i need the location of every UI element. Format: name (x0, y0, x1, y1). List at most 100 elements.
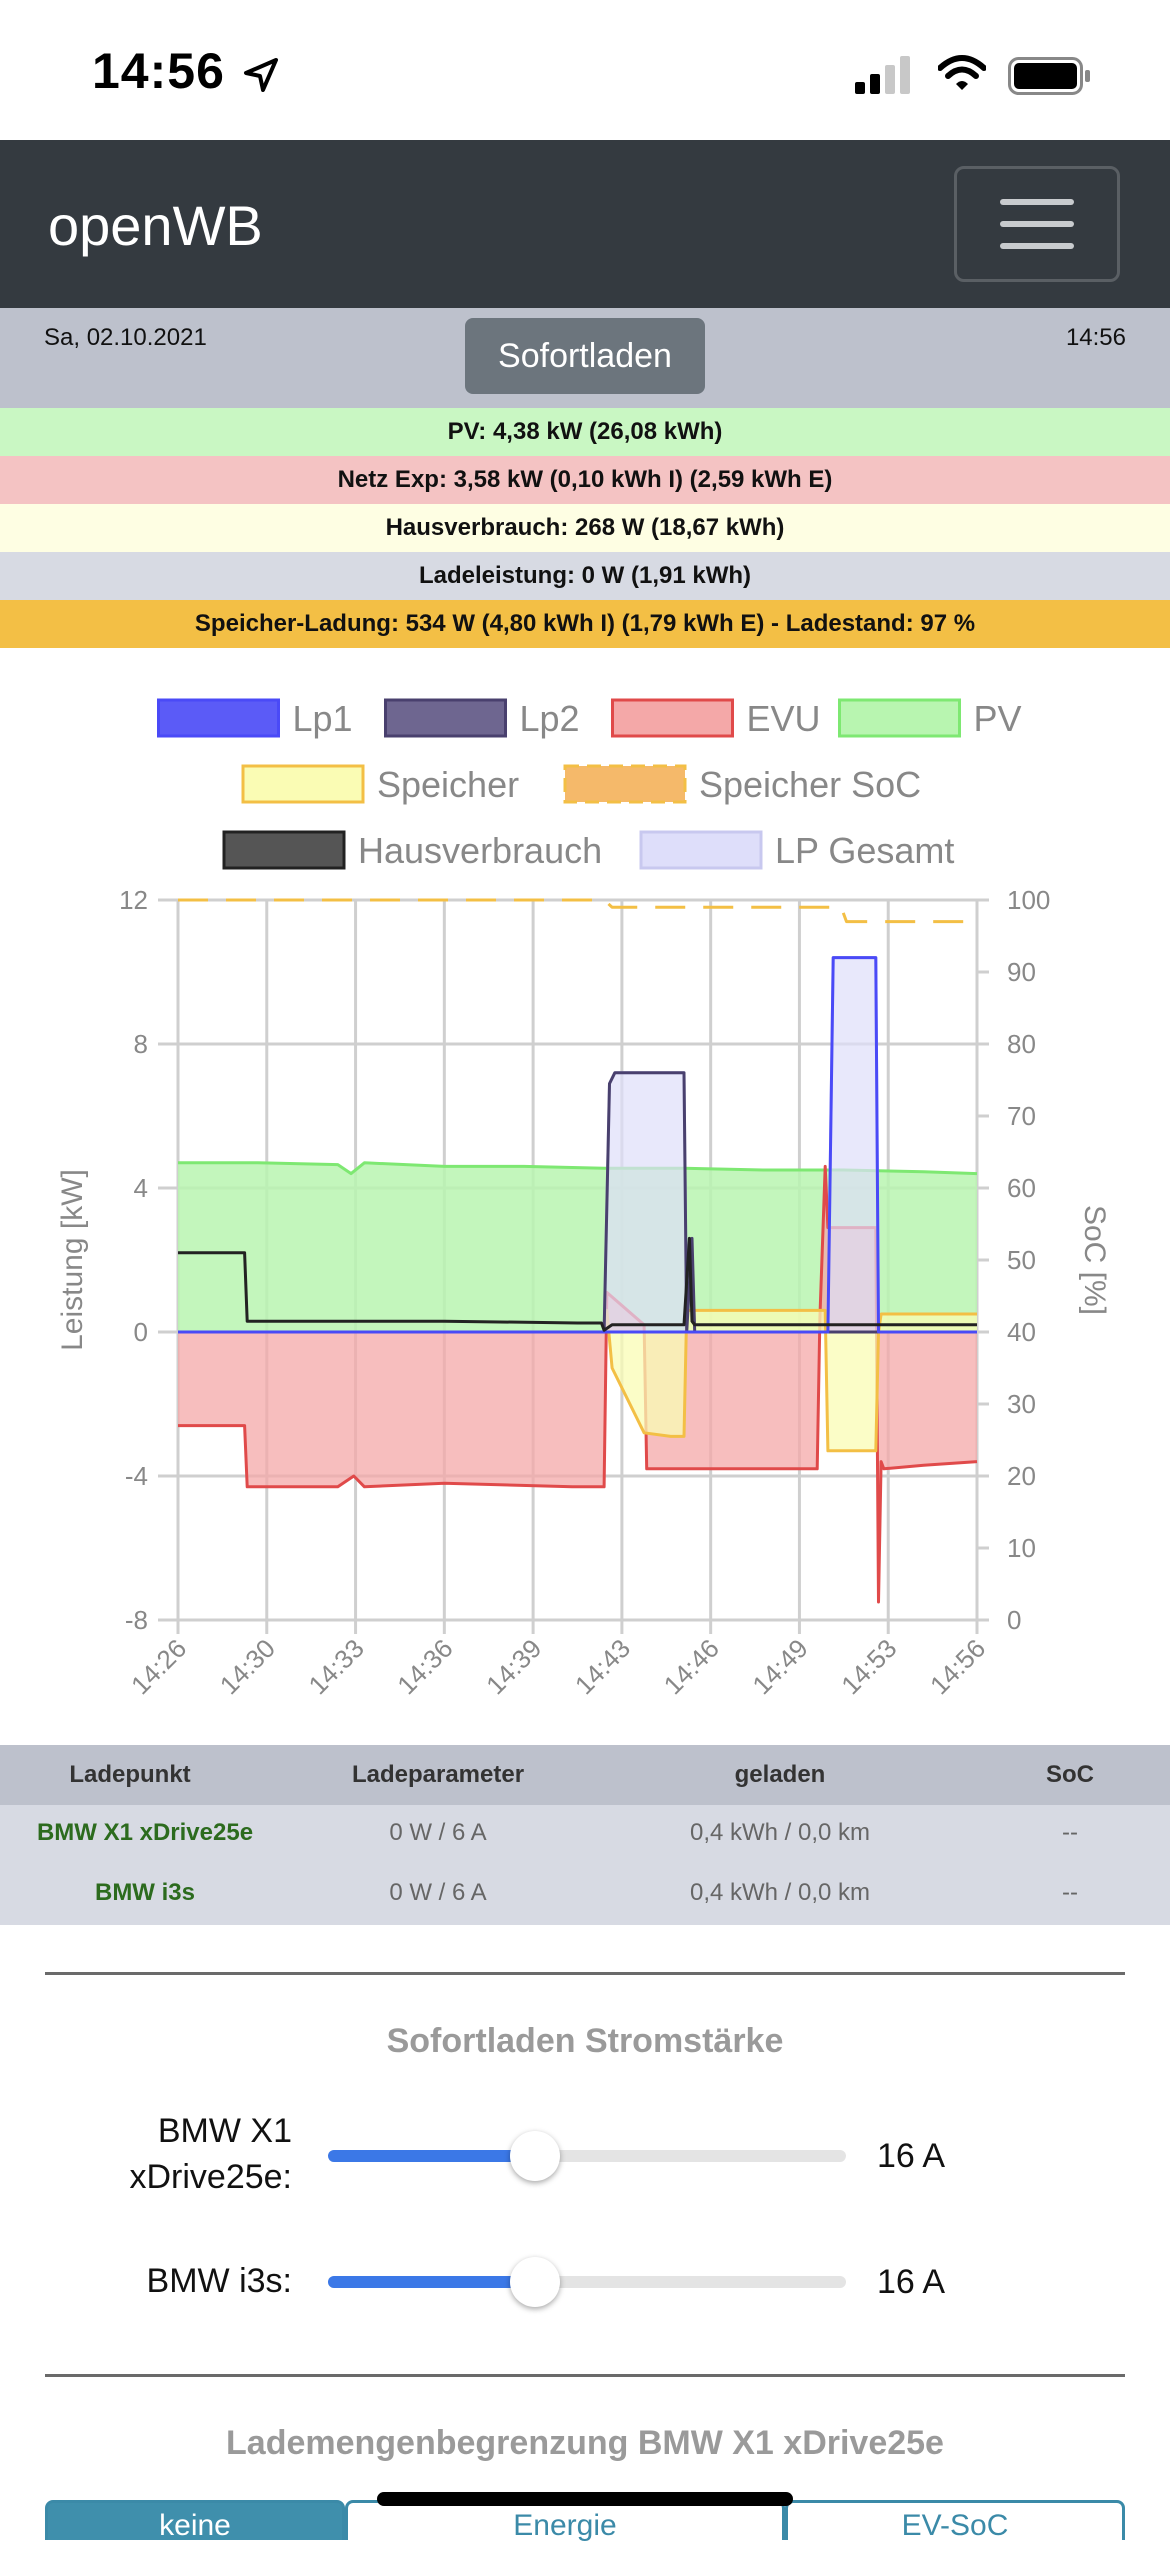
y-tick-label-right: 100 (1007, 885, 1050, 915)
legend-swatch (241, 764, 365, 804)
slider-fill (328, 2276, 536, 2288)
legend-label: Hausverbrauch (358, 830, 602, 871)
y-tick-label-right: 60 (1007, 1173, 1036, 1203)
cellular-signal-icon (855, 56, 910, 94)
status-time: 14:56 (92, 43, 225, 99)
y-tick-label-right: 80 (1007, 1029, 1036, 1059)
house-consumption-info: Hausverbrauch: 268 W (18,67 kWh) (0, 504, 1170, 552)
x-tick-label: 14:33 (303, 1633, 370, 1700)
tab-keine[interactable]: keine (45, 2500, 345, 2542)
power-chart: Lp1 Lp2 EVU PV Speicher Speicher SoC Hausverbr… (0, 650, 1170, 1740)
slider-label-bmw-x1: BMW X1 xDrive25e: (60, 2108, 292, 2200)
legend-swatch (639, 830, 763, 870)
table-body: BMW X1 xDrive25e 0 W / 6 A 0,4 kWh / 0,0… (0, 1805, 1170, 1925)
legend-swatch (157, 698, 280, 738)
series-line-speicher-soc (178, 898, 977, 924)
row-ladeparameter: 0 W / 6 A (389, 1819, 487, 1846)
legend-label: Lp1 (293, 698, 353, 739)
y-axis-title-right: SoC [%] (1078, 1205, 1111, 1315)
sofortladen-title: Sofortladen Stromstärke (386, 2022, 784, 2060)
legend-swatch (838, 698, 961, 738)
y-tick-label-right: 10 (1007, 1533, 1036, 1563)
series-area-evu (178, 1166, 977, 1602)
row-ladeparameter: 0 W / 6 A (389, 1879, 487, 1906)
y-tick-label-left: 0 (134, 1317, 148, 1347)
y-tick-label-right: 40 (1007, 1317, 1036, 1347)
legend-label: LP Gesamt (775, 830, 954, 871)
series-line-lp2 (178, 1071, 977, 1334)
info-header: Sa, 02.10.2021 Sofortladen 14:56 (0, 308, 1170, 408)
x-tick-label: 14:39 (480, 1633, 547, 1700)
home-indicator (377, 2492, 793, 2506)
pv-info: PV: 4,38 kW (26,08 kWh) (0, 408, 1170, 456)
series-line-lp1 (178, 956, 977, 1334)
y-tick-label-right: 20 (1007, 1461, 1036, 1491)
row-soc: -- (1062, 1819, 1078, 1846)
current-time: 14:56 (1065, 324, 1126, 351)
tab-ev-soc[interactable]: EV-SoC (785, 2500, 1125, 2542)
legend-label: Lp2 (520, 698, 580, 739)
lademengen-title: Lademengenbegrenzung BMW X1 xDrive25e (226, 2424, 944, 2462)
legend-swatch (611, 698, 734, 738)
current-date: Sa, 02.10.2021 (44, 324, 207, 351)
limit-mode-tabs: keine Energie EV-SoC (45, 2500, 1125, 2542)
x-tick-label: 14:49 (746, 1633, 813, 1700)
slider-value-bmw-x1: 16 A (877, 2137, 946, 2175)
col-header-soc: SoC (1046, 1761, 1094, 1788)
x-tick-label: 14:30 (214, 1633, 281, 1700)
y-tick-label-left: 8 (134, 1029, 148, 1059)
y-tick-label-left: -4 (125, 1461, 148, 1491)
power-chart-svg: Lp1 Lp2 EVU PV Speicher Speicher SoC Hausverbr… (56, 698, 1111, 1700)
row-ladepunkt[interactable]: BMW X1 xDrive25e (36, 1819, 254, 1846)
series-line-hausverbrauch (178, 1236, 977, 1332)
wifi-icon (938, 55, 986, 90)
y-tick-label-right: 0 (1007, 1605, 1021, 1635)
brand-logo[interactable]: openWB (48, 194, 263, 257)
x-tick-label: 14:46 (658, 1633, 725, 1700)
legend-swatch (563, 764, 687, 804)
series-line-evu (178, 1164, 978, 1604)
x-tick-label: 14:26 (125, 1633, 192, 1700)
row-ladepunkt[interactable]: BMW i3s (94, 1879, 195, 1906)
legend-swatch (222, 830, 346, 870)
col-header-geladen: geladen (734, 1761, 826, 1788)
row-geladen: 0,4 kWh / 0,0 km (689, 1879, 871, 1906)
legend-label: EVU (747, 698, 821, 739)
battery-icon (1008, 57, 1090, 95)
divider (45, 2374, 1125, 2377)
y-tick-label-left: 12 (119, 885, 148, 915)
legend-label: Speicher SoC (699, 764, 921, 805)
current-slider-bmw-x1[interactable] (328, 2150, 846, 2162)
y-axis-title-left: Leistung [kW] (56, 1169, 89, 1351)
y-tick-label-left: -8 (125, 1605, 148, 1635)
col-header-ladepunkt: Ladepunkt (69, 1761, 191, 1788)
table-header: Ladepunkt Ladeparameter geladen SoC (0, 1745, 1170, 1805)
y-tick-label-right: 70 (1007, 1101, 1036, 1131)
x-tick-label: 14:56 (924, 1633, 991, 1700)
current-slider-bmw-i3s[interactable] (328, 2276, 846, 2288)
y-tick-label-right: 50 (1007, 1245, 1036, 1275)
y-tick-label-left: 4 (134, 1173, 148, 1203)
series-area-pv (178, 1162, 977, 1332)
y-tick-label-right: 90 (1007, 957, 1036, 987)
legend-swatch (384, 698, 507, 738)
location-arrow-icon (244, 58, 278, 92)
divider (45, 1972, 1125, 1975)
slider-label-line: BMW X1 (157, 2112, 292, 2150)
x-tick-label: 14:43 (569, 1633, 636, 1700)
slider-label-bmw-i3s: BMW i3s: (146, 2262, 292, 2300)
y-tick-label-right: 30 (1007, 1389, 1036, 1419)
charge-power-info: Ladeleistung: 0 W (1,91 kWh) (0, 552, 1170, 600)
x-tick-label: 14:53 (835, 1633, 902, 1700)
x-tick-label: 14:36 (391, 1633, 458, 1700)
charge-mode-button[interactable]: Sofortladen (465, 318, 705, 394)
slider-thumb[interactable] (510, 2131, 561, 2181)
hamburger-menu-icon[interactable] (954, 166, 1120, 282)
legend-label: PV (974, 698, 1022, 739)
slider-thumb[interactable] (510, 2257, 561, 2307)
tab-energie[interactable]: Energie (345, 2500, 785, 2542)
grid-info: Netz Exp: 3,58 kW (0,10 kWh I) (2,59 kWh… (0, 456, 1170, 504)
legend-label: Speicher (377, 764, 519, 805)
row-geladen: 0,4 kWh / 0,0 km (689, 1819, 871, 1846)
storage-info: Speicher-Ladung: 534 W (4,80 kWh I) (1,7… (0, 600, 1170, 648)
